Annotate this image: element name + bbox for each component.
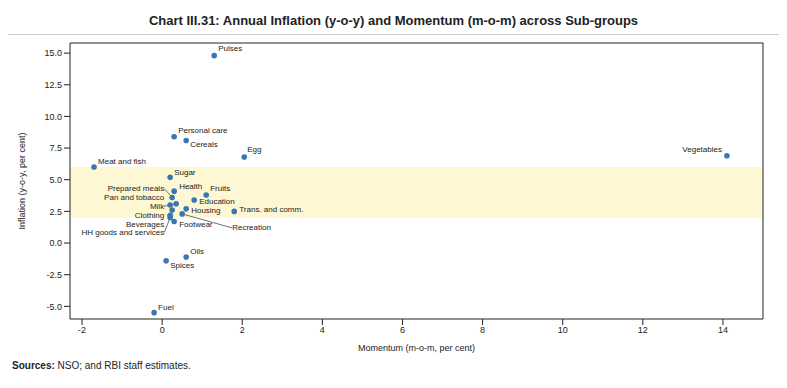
svg-text:Prepared meals: Prepared meals bbox=[108, 184, 164, 193]
svg-text:12: 12 bbox=[638, 325, 648, 335]
svg-text:-2: -2 bbox=[78, 325, 86, 335]
svg-text:Clothing: Clothing bbox=[135, 211, 164, 220]
svg-text:Pan and tobacco: Pan and tobacco bbox=[104, 193, 165, 202]
svg-text:6: 6 bbox=[400, 325, 405, 335]
svg-text:Education: Education bbox=[199, 197, 235, 206]
svg-text:0.0: 0.0 bbox=[49, 238, 62, 248]
svg-text:Beverages: Beverages bbox=[125, 219, 165, 229]
svg-text:Personal care: Personal care bbox=[178, 126, 228, 135]
svg-text:Housing: Housing bbox=[191, 206, 220, 215]
svg-text:10: 10 bbox=[558, 325, 568, 335]
svg-text:7.5: 7.5 bbox=[49, 143, 62, 153]
svg-text:Meat and fish: Meat and fish bbox=[98, 157, 146, 166]
svg-text:-5.0: -5.0 bbox=[46, 302, 62, 312]
svg-text:Fruits: Fruits bbox=[210, 184, 230, 193]
svg-text:0: 0 bbox=[160, 325, 165, 335]
svg-text:Recreation: Recreation bbox=[232, 223, 271, 232]
svg-text:Pulses: Pulses bbox=[218, 44, 242, 53]
svg-text:-2.5: -2.5 bbox=[46, 270, 62, 280]
svg-text:2.5: 2.5 bbox=[49, 207, 62, 217]
svg-text:10.0: 10.0 bbox=[44, 112, 62, 122]
html-text:Sources: NSO; and RBI staff es: Sources: NSO; and RBI staff estimates. bbox=[12, 360, 191, 371]
svg-text:5.0: 5.0 bbox=[49, 175, 62, 185]
svg-text:12.5: 12.5 bbox=[44, 80, 62, 90]
svg-text:Oils: Oils bbox=[190, 247, 204, 256]
svg-text:8: 8 bbox=[480, 325, 485, 335]
svg-text:2: 2 bbox=[240, 325, 245, 335]
svg-text:Spices: Spices bbox=[170, 261, 194, 270]
svg-text:Egg: Egg bbox=[247, 145, 261, 154]
svg-text:Cereals: Cereals bbox=[190, 140, 218, 149]
svg-text:14: 14 bbox=[718, 325, 728, 335]
svg-text:Trans. and comm.: Trans. and comm. bbox=[239, 205, 303, 214]
svg-text:Milk: Milk bbox=[150, 202, 165, 211]
svg-text:Momentum (m-o-m, per cent): Momentum (m-o-m, per cent) bbox=[358, 343, 475, 353]
svg-text:15.0: 15.0 bbox=[44, 48, 62, 58]
svg-text:4: 4 bbox=[320, 325, 325, 335]
svg-text:Inflation (y-o-y, per cent): Inflation (y-o-y, per cent) bbox=[17, 133, 27, 230]
svg-text:HH goods and services: HH goods and services bbox=[81, 228, 164, 237]
svg-text:Vegetables: Vegetables bbox=[682, 145, 722, 154]
svg-text:Health: Health bbox=[179, 182, 202, 191]
svg-text:Fuel: Fuel bbox=[158, 303, 174, 312]
svg-text:Sugar: Sugar bbox=[174, 168, 196, 177]
svg-text:Footwear: Footwear bbox=[179, 220, 213, 229]
html-text:Chart III.31: Annual Inflation: Chart III.31: Annual Inflation (y-o-y) a… bbox=[148, 13, 639, 28]
